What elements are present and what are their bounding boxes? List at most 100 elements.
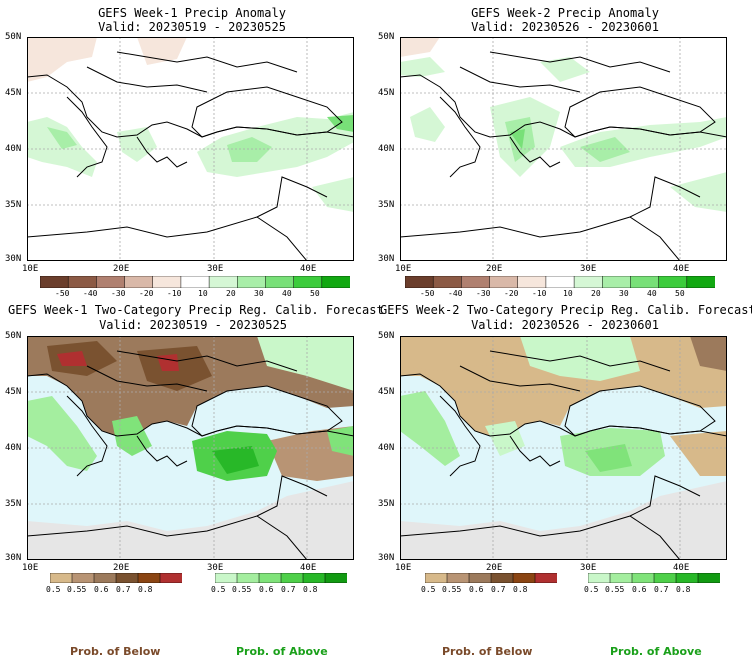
cb3b-lbl-0: 0.5 — [46, 585, 61, 594]
panel-4-below-labels: 0.5 0.55 0.6 0.7 0.8 — [421, 585, 575, 595]
panel-3-lon-10: 10E — [22, 563, 39, 573]
anomaly-colorbar-1-swatch-5 — [180, 276, 210, 288]
panel-1-lon-10: 10E — [22, 264, 39, 274]
panel-2-map — [400, 37, 727, 261]
anomaly-colorbar-1-swatch-8 — [265, 276, 295, 288]
cb4a-lbl-3: 0.7 — [654, 585, 669, 594]
cb4a-lbl-2: 0.6 — [632, 585, 647, 594]
panel-2-lat-40: 40N — [378, 144, 395, 154]
panel-3-above-colorbar — [215, 573, 347, 583]
above-colorbar-1-swatch-3 — [280, 573, 304, 583]
anomaly-colorbar-1-swatch-9 — [293, 276, 323, 288]
below-colorbar-2-swatch-4 — [512, 573, 536, 583]
above-colorbar-1-swatch-0 — [215, 573, 238, 583]
panel-4-below-swatches — [425, 573, 557, 583]
panel-2-lon-10: 10E — [395, 264, 412, 274]
cb2-lbl-3: -20 — [504, 289, 519, 298]
panel-3-map — [27, 336, 354, 560]
panel-2-lon-30: 30E — [580, 264, 597, 274]
below-colorbar-1-swatch-2 — [93, 573, 117, 583]
cb2-lbl-9: 50 — [675, 289, 685, 298]
panel-4-lat-35: 35N — [378, 499, 395, 509]
panel-4-above-labels: 0.5 0.55 0.6 0.7 0.8 — [584, 585, 738, 595]
cb2-lbl-6: 20 — [591, 289, 601, 298]
below-colorbar-2-swatch-3 — [490, 573, 514, 583]
cb1-lbl-7: 30 — [254, 289, 264, 298]
cb3a-lbl-2: 0.6 — [259, 585, 274, 594]
above-colorbar-1-swatch-4 — [302, 573, 326, 583]
panel-4-above-swatches — [588, 573, 720, 583]
panel-4-below-colorbar — [425, 573, 557, 583]
anomaly-colorbar-2-swatch-4 — [517, 276, 547, 288]
panel-1-lon-40: 40E — [300, 264, 317, 274]
cb1-lbl-2: -30 — [111, 289, 126, 298]
below-colorbar-1-swatch-0 — [50, 573, 73, 583]
panel-1-valid: Valid: 20230519 - 20230525 — [98, 20, 286, 34]
anomaly-colorbar-2-swatch-0 — [405, 276, 434, 288]
cb2-lbl-5: 10 — [563, 289, 573, 298]
panel-1-lat-35: 35N — [5, 200, 22, 210]
panel-4-lon-40: 40E — [673, 563, 690, 573]
panel-3-lat-50: 50N — [5, 331, 22, 341]
anomaly-colorbar-1-swatch-7 — [237, 276, 267, 288]
panel-2-lat-30: 30N — [378, 254, 395, 264]
footer-below-label-right: Prob. of Below — [442, 645, 533, 658]
cb4b-lbl-2: 0.6 — [469, 585, 484, 594]
panel-1-lat-30: 30N — [5, 254, 22, 264]
anomaly-colorbar-2-swatch-8 — [630, 276, 660, 288]
cb3b-lbl-4: 0.8 — [138, 585, 153, 594]
panel-4-lon-20: 20E — [486, 563, 503, 573]
footer-above-label-left: Prob. of Above — [236, 645, 328, 658]
panel-2-colorbar-swatches — [405, 276, 715, 288]
cb2-lbl-8: 40 — [647, 289, 657, 298]
panel-3-valid: Valid: 20230519 - 20230525 — [99, 318, 287, 332]
anomaly-colorbar-2-swatch-3 — [489, 276, 519, 288]
panel-3-above-swatches — [215, 573, 347, 583]
panel-2-valid: Valid: 20230526 - 20230601 — [471, 20, 659, 34]
above-colorbar-2-swatch-3 — [653, 573, 677, 583]
cb3b-lbl-1: 0.55 — [67, 585, 87, 594]
panel-2-lat-45: 45N — [378, 88, 395, 98]
anomaly-colorbar-1-swatch-4 — [152, 276, 182, 288]
panel-2-lon-20: 20E — [486, 264, 503, 274]
panel-1-colorbar-labels: -50 -40 -30 -20 -10 10 20 30 40 50 — [40, 289, 350, 299]
panel-1-colorbar — [40, 276, 350, 288]
panel-4-map — [400, 336, 727, 560]
anomaly-colorbar-1-swatch-3 — [124, 276, 154, 288]
cb2-lbl-1: -40 — [448, 289, 463, 298]
cb1-lbl-1: -40 — [83, 289, 98, 298]
cb4a-lbl-0: 0.5 — [584, 585, 599, 594]
panel-4-lon-30: 30E — [580, 563, 597, 573]
panel-1-lat-50: 50N — [5, 32, 22, 42]
cb4b-lbl-4: 0.8 — [513, 585, 528, 594]
panel-3-lat-35: 35N — [5, 499, 22, 509]
panel-2-lon-40: 40E — [673, 264, 690, 274]
below-colorbar-1-swatch-5 — [159, 573, 182, 583]
panel-2-lat-50: 50N — [378, 32, 395, 42]
cb4b-lbl-3: 0.7 — [491, 585, 506, 594]
cb1-lbl-6: 20 — [226, 289, 236, 298]
anomaly-colorbar-2-swatch-7 — [602, 276, 632, 288]
panel-3-below-colorbar — [50, 573, 182, 583]
panel-1-lat-40: 40N — [5, 144, 22, 154]
cb2-lbl-4: -10 — [532, 289, 547, 298]
panel-4-lat-45: 45N — [378, 387, 395, 397]
cb2-lbl-2: -30 — [476, 289, 491, 298]
below-colorbar-2-swatch-2 — [468, 573, 492, 583]
cb4b-lbl-0: 0.5 — [421, 585, 436, 594]
panel-4-title: GEFS Week-2 Two-Category Precip Reg. Cal… — [380, 303, 752, 317]
footer-below-label-left: Prob. of Below — [70, 645, 161, 658]
anomaly-colorbar-1-swatch-2 — [96, 276, 126, 288]
anomaly-colorbar-1-swatch-0 — [40, 276, 69, 288]
anomaly-colorbar-2-swatch-5 — [545, 276, 575, 288]
panel-1-map — [27, 37, 354, 261]
below-colorbar-2-swatch-5 — [534, 573, 557, 583]
cb4a-lbl-1: 0.55 — [605, 585, 625, 594]
panel-4-valid: Valid: 20230526 - 20230601 — [471, 318, 659, 332]
above-colorbar-2-swatch-0 — [588, 573, 611, 583]
cb1-lbl-8: 40 — [282, 289, 292, 298]
cb4b-lbl-1: 0.55 — [442, 585, 462, 594]
panel-3-lon-30: 30E — [207, 563, 224, 573]
below-colorbar-2-swatch-1 — [446, 573, 470, 583]
below-colorbar-1-swatch-4 — [137, 573, 161, 583]
